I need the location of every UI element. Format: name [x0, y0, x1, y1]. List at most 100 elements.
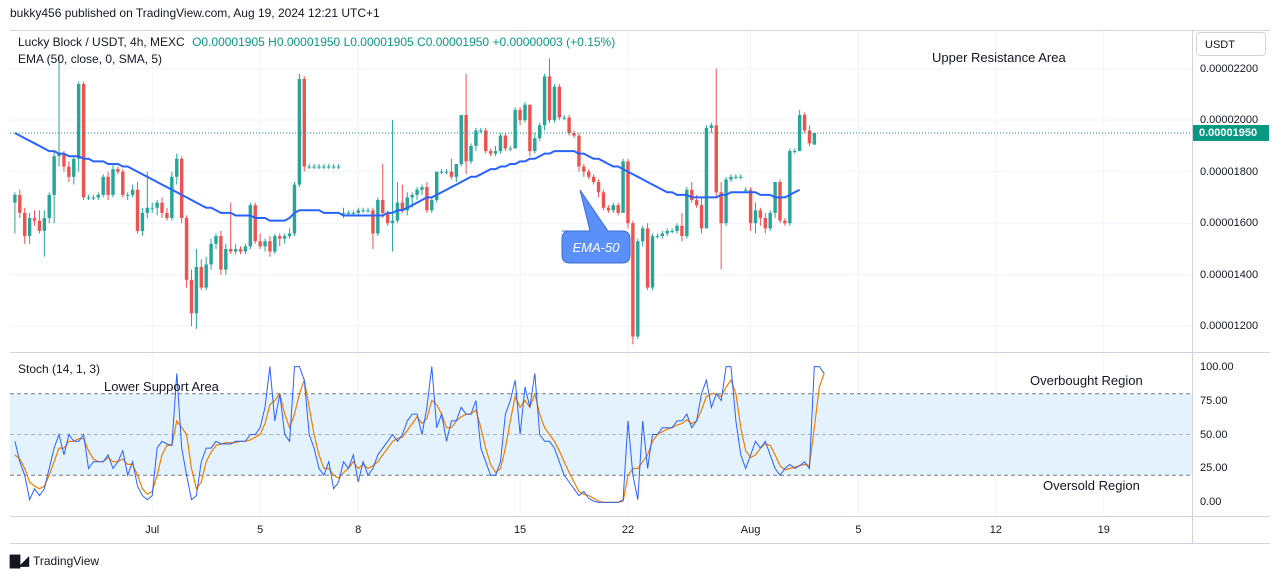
candle-body — [150, 207, 154, 209]
price-axis-label: 0.00001600 — [1200, 217, 1259, 230]
candle-body — [694, 200, 699, 206]
candle-body — [67, 166, 71, 177]
stoch-pane[interactable] — [10, 353, 1192, 516]
candle-body — [42, 218, 47, 231]
symbol-legend[interactable]: Lucky Block / USDT, 4h, MEXC O0.00001905… — [18, 35, 615, 49]
high-value: 0.00001950 — [276, 35, 341, 49]
ema-50-line — [14, 132, 801, 222]
ohlc-values: O0.00001905 H0.00001950 L0.00001905 C0.0… — [188, 35, 615, 49]
candle-body — [488, 151, 493, 154]
candle-body — [287, 233, 292, 237]
candle-body — [748, 189, 753, 224]
tradingview-brand: TradingView — [33, 554, 100, 568]
time-axis-label: 5 — [257, 524, 264, 536]
stoch-axis-label: 75.00 — [1200, 394, 1228, 407]
candle-body — [135, 189, 140, 231]
candle-body — [587, 171, 591, 177]
candle-body — [680, 225, 684, 237]
candle-body — [793, 151, 797, 153]
candle-body — [425, 187, 429, 211]
candle-body — [263, 241, 267, 247]
candle-body — [145, 207, 150, 213]
candle-body — [567, 117, 571, 134]
candle-body — [542, 76, 547, 126]
candle-body — [72, 158, 76, 177]
candle-body — [376, 200, 380, 234]
pane-separator[interactable] — [10, 352, 1270, 353]
candle-body — [81, 84, 86, 198]
candle-body — [248, 205, 253, 247]
candle-body — [474, 130, 478, 146]
candle-body — [101, 176, 105, 195]
candle-body — [675, 225, 679, 231]
time-axis-label: 8 — [355, 524, 362, 536]
price-axis-border — [1192, 30, 1193, 543]
candle-body — [160, 202, 164, 213]
price-chart-pane[interactable]: EMA-50 — [10, 30, 1192, 352]
stoch-axis-label: 0.00 — [1200, 496, 1222, 509]
ema-legend[interactable]: EMA (50, close, 0, SMA, 5) — [18, 52, 163, 66]
low-value: 0.00001905 — [350, 35, 414, 49]
tradingview-footer[interactable]: ▇◢ TradingView — [10, 553, 99, 569]
time-axis-label: 22 — [621, 524, 635, 536]
candle-body — [503, 135, 508, 149]
candle-body — [91, 197, 96, 199]
candle-body — [400, 202, 405, 211]
candle-body — [596, 181, 601, 193]
currency-button[interactable]: USDT — [1196, 32, 1266, 56]
candle-body — [199, 266, 203, 288]
candle-body — [155, 202, 159, 208]
candle-body — [346, 212, 351, 214]
time-axis-label: 15 — [513, 524, 527, 536]
candle-body — [729, 176, 733, 180]
candle-body — [572, 133, 576, 136]
stoch-axis[interactable]: 0.00 25.00 50.00 75.00 100.00 — [1192, 353, 1270, 516]
candle-body — [366, 210, 370, 212]
open-value: 0.00001905 — [201, 35, 265, 49]
candle-body — [189, 279, 194, 314]
ema-callout-bubble — [561, 189, 631, 264]
time-axis[interactable]: Jul 5 8 15 22 Aug 5 12 19 — [10, 517, 1192, 543]
candle-body — [709, 125, 714, 128]
candle-body — [170, 176, 174, 219]
candle-body — [233, 248, 238, 252]
candle-body — [469, 145, 473, 162]
price-axis[interactable]: 0.00001200 0.00001400 0.00001600 0.00001800… — [1192, 30, 1270, 352]
price-gridlines — [10, 30, 1192, 352]
candle-body — [371, 210, 375, 234]
candle-body — [753, 210, 758, 224]
oversold-label: Oversold Region — [1043, 478, 1140, 493]
candle-body — [111, 169, 115, 195]
candles — [13, 55, 817, 345]
candle-body — [219, 236, 223, 270]
close-value: 0.00001950 — [425, 35, 490, 49]
candle-body — [175, 158, 179, 177]
candle-body — [699, 205, 704, 229]
candle-body — [611, 205, 615, 211]
close-label: C — [417, 35, 426, 49]
candle-body — [640, 228, 645, 242]
candle-body — [430, 200, 434, 211]
candle-body — [327, 166, 331, 168]
candle-body — [743, 189, 748, 191]
time-axis-label: 5 — [855, 524, 862, 536]
stoch-axis-label: 25.00 — [1200, 462, 1228, 475]
candle-body — [268, 241, 272, 252]
candle-body — [116, 169, 120, 172]
candle-body — [513, 109, 517, 149]
candle-body — [498, 135, 503, 152]
candle-body — [547, 76, 552, 121]
stoch-legend[interactable]: Stoch (14, 1, 3) — [18, 362, 101, 376]
candle-body — [464, 115, 468, 162]
candle-body — [106, 176, 110, 195]
candle-body — [52, 156, 56, 195]
candle-body — [18, 194, 22, 213]
time-axis-label: 19 — [1097, 524, 1110, 536]
candle-body — [626, 161, 630, 224]
candle-body — [273, 236, 277, 252]
ema-callout-label: EMA-50 — [573, 240, 621, 255]
candle-body — [739, 176, 743, 178]
candle-body — [704, 127, 709, 229]
candle-body — [361, 210, 365, 212]
symbol-name: Lucky Block / USDT, 4h, MEXC — [18, 35, 185, 49]
